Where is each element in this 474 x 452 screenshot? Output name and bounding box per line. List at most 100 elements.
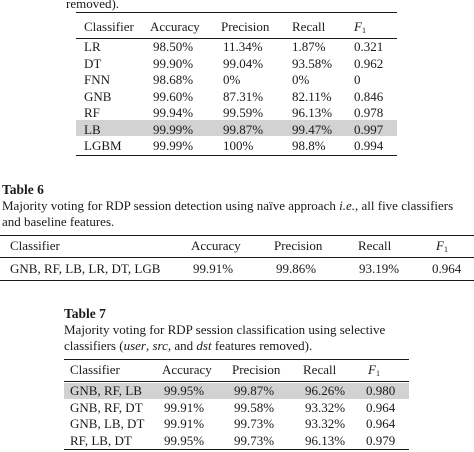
table7-highlight-row <box>64 383 409 399</box>
table6-title: Table 6 <box>2 182 44 197</box>
table6-cell-recall: 93.19% <box>359 261 400 276</box>
cell-classifier: GNB, RF, LB <box>70 383 142 398</box>
cell-f1: 0.321 <box>354 39 384 54</box>
table6-header-rule <box>0 257 474 258</box>
table6-caption-ie: i.e. <box>339 198 355 213</box>
table7-caption-sep1: , <box>145 338 153 353</box>
cell-precision: 11.34% <box>223 39 263 54</box>
table6-header-recall: Recall <box>358 238 392 253</box>
cell-precision: 99.04% <box>223 55 264 71</box>
cell-accuracy: 99.99% <box>153 121 194 137</box>
cell-f1: 0.964 <box>366 416 396 431</box>
table7-caption-line2: classifiers (user, src, and dst features… <box>64 338 312 354</box>
table7-bottom-rule <box>64 449 409 450</box>
cell-accuracy: 99.91% <box>164 416 205 431</box>
table7-caption-text: classifiers ( <box>64 338 124 353</box>
cell-precision: 99.58% <box>234 399 275 415</box>
cell-accuracy: 99.95% <box>164 432 205 448</box>
cell-f1: 0.978 <box>354 105 384 120</box>
cell-precision: 100% <box>223 138 254 153</box>
cell-accuracy: 99.95% <box>164 383 205 398</box>
table5-header-rule <box>76 38 397 39</box>
cell-classifier: LGBM <box>84 138 122 153</box>
table7-header-f1: F1 <box>368 362 380 378</box>
table7-caption-user: user <box>123 338 146 353</box>
cell-classifier: GNB <box>84 88 112 104</box>
cell-classifier: GNB, LB, DT <box>70 416 145 431</box>
table5-caption-continued: removed). <box>66 0 120 11</box>
cell-classifier: RF, LB, DT <box>70 432 132 448</box>
cell-f1: 0.846 <box>354 88 384 104</box>
table7-header-recall: Recall <box>303 362 337 377</box>
table6-header-accuracy: Accuracy <box>191 238 241 253</box>
cell-classifier: LB <box>84 121 101 137</box>
cell-recall: 98.8% <box>292 138 326 153</box>
table5-header-f1: F1 <box>354 19 366 35</box>
cell-recall: 0% <box>292 72 310 87</box>
cell-precision: 99.87% <box>223 121 264 137</box>
table7-title: Table 7 <box>64 306 106 321</box>
table7-header-rule <box>64 381 409 382</box>
cell-f1: 0.994 <box>354 138 384 153</box>
cell-precision: 99.73% <box>234 432 275 448</box>
table6-caption-line2: and baseline features. <box>2 214 115 229</box>
table6-caption-line1: Majority voting for RDP session detectio… <box>2 198 453 214</box>
table6-top-rule <box>0 235 474 236</box>
cell-accuracy: 99.94% <box>153 105 194 120</box>
cell-recall: 93.32% <box>305 399 346 415</box>
cell-f1: 0.962 <box>354 55 384 71</box>
cell-precision: 99.87% <box>234 383 275 398</box>
cell-accuracy: 99.60% <box>153 88 194 104</box>
cell-accuracy: 99.99% <box>153 138 194 153</box>
table6-header-f1: F1 <box>436 238 448 254</box>
cell-precision: 99.73% <box>234 416 275 431</box>
table6-bottom-rule <box>0 280 474 281</box>
table7-header-precision: Precision <box>232 362 281 377</box>
cell-classifier: DT <box>84 55 102 71</box>
table7-caption-text-end: features removed). <box>211 338 313 353</box>
cell-recall: 82.11% <box>292 88 332 104</box>
table7-header-classifier: Classifier <box>70 362 120 377</box>
table6-cell-precision: 99.86% <box>276 261 317 276</box>
cell-recall: 96.13% <box>292 105 333 120</box>
cell-classifier: RF <box>84 105 100 120</box>
table7-caption-sep2: , and <box>167 338 197 353</box>
cell-f1: 0.964 <box>366 399 396 415</box>
cell-accuracy: 99.91% <box>164 399 205 415</box>
cell-accuracy: 98.50% <box>153 39 194 54</box>
cell-recall: 96.13% <box>305 432 346 448</box>
cell-classifier: LR <box>84 39 101 54</box>
table6-caption-text: Majority voting for RDP session detectio… <box>2 198 340 213</box>
cell-recall: 96.26% <box>305 383 346 398</box>
cell-classifier: GNB, RF, DT <box>70 399 143 415</box>
table5-highlight-row <box>76 120 397 136</box>
table6-header-precision: Precision <box>274 238 323 253</box>
cell-accuracy: 98.68% <box>153 72 194 87</box>
table6-cell-accuracy: 99.91% <box>193 261 234 276</box>
table5-header-recall: Recall <box>292 19 326 34</box>
table6-cell-classifier: GNB, RF, LB, LR, DT, LGB <box>10 261 161 276</box>
cell-recall: 93.32% <box>305 416 346 431</box>
table5-bottom-rule <box>76 155 397 156</box>
table5-header-classifier: Classifier <box>84 19 134 34</box>
cell-recall: 99.47% <box>292 121 333 137</box>
table5-header-accuracy: Accuracy <box>150 19 200 34</box>
cell-f1: 0.980 <box>366 383 396 398</box>
cell-recall: 1.87% <box>292 39 326 54</box>
table7-caption-dst: dst <box>196 338 212 353</box>
cell-precision: 87.31% <box>223 88 264 104</box>
cell-accuracy: 99.90% <box>153 55 194 71</box>
table6-header-classifier: Classifier <box>10 238 60 253</box>
table7-caption-src: src <box>152 338 168 353</box>
cell-classifier: FNN <box>84 72 111 87</box>
cell-f1: 0 <box>354 72 361 87</box>
cell-f1: 0.979 <box>366 432 396 448</box>
table6-caption-text-end: , all five classifiers <box>355 198 454 213</box>
cell-precision: 0% <box>223 72 241 87</box>
table5-top-rule <box>76 12 397 13</box>
table7-header-accuracy: Accuracy <box>162 362 212 377</box>
cell-precision: 99.59% <box>223 105 264 120</box>
cell-recall: 93.58% <box>292 55 333 71</box>
cell-f1: 0.997 <box>354 121 384 137</box>
table7-top-rule <box>64 359 409 360</box>
